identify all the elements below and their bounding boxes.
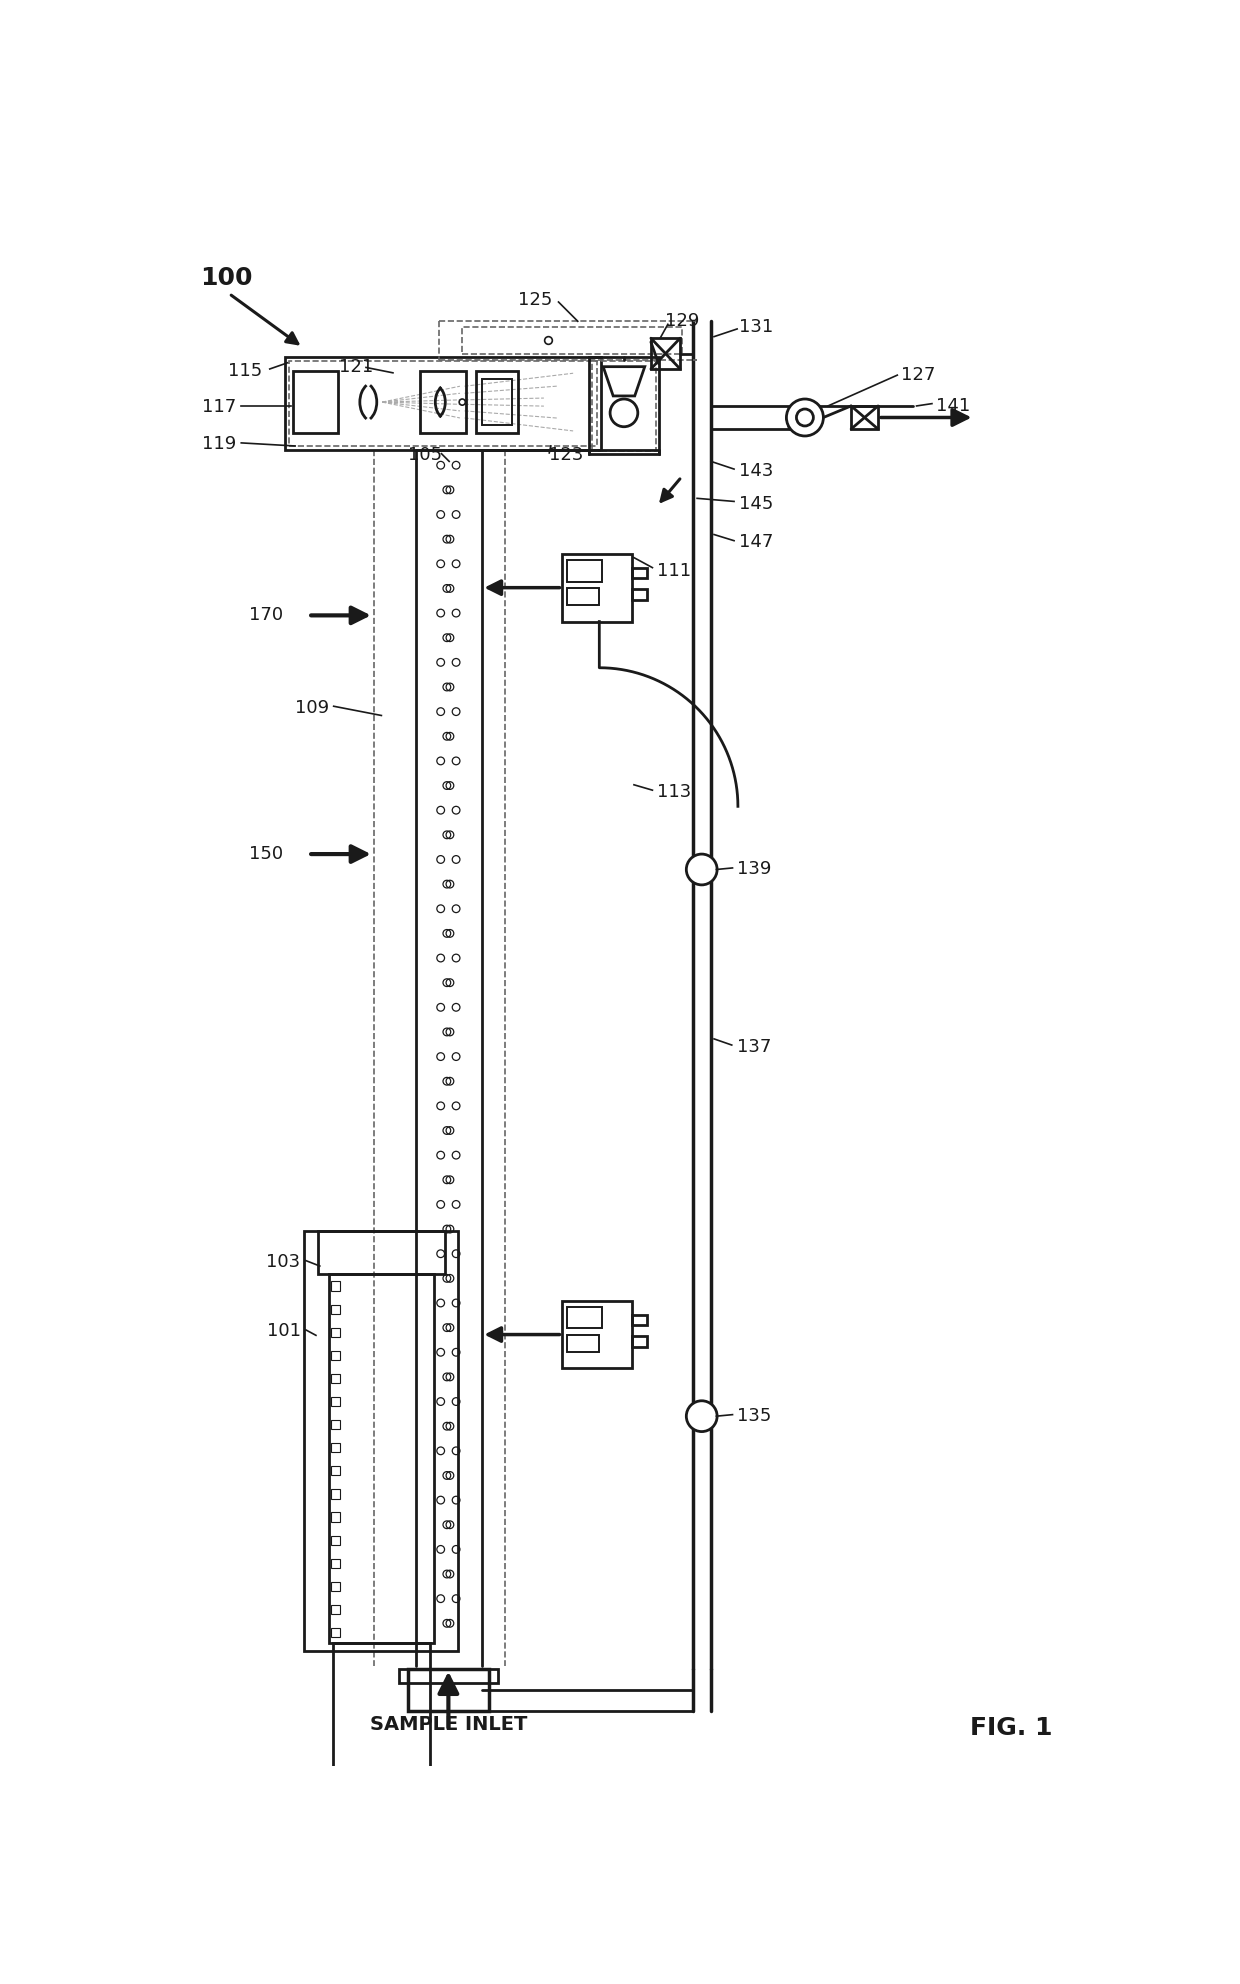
Text: 109: 109 bbox=[295, 698, 329, 716]
Text: 141: 141 bbox=[936, 397, 970, 415]
Bar bbox=[593, 361, 656, 450]
Bar bbox=[331, 1605, 340, 1615]
Bar bbox=[331, 1421, 340, 1428]
Bar bbox=[331, 1559, 340, 1567]
Bar bbox=[331, 1466, 340, 1476]
Text: 115: 115 bbox=[228, 361, 262, 379]
Bar bbox=[331, 1397, 340, 1407]
Bar bbox=[567, 1307, 601, 1329]
Bar bbox=[563, 1302, 631, 1369]
Text: 103: 103 bbox=[267, 1254, 300, 1272]
Text: 113: 113 bbox=[657, 784, 692, 802]
Bar bbox=[567, 1335, 599, 1351]
Text: 143: 143 bbox=[739, 462, 774, 480]
Bar bbox=[331, 1305, 340, 1313]
Bar bbox=[463, 327, 682, 353]
Text: 131: 131 bbox=[739, 317, 774, 335]
Bar bbox=[567, 559, 601, 581]
Bar bbox=[331, 1629, 340, 1637]
Circle shape bbox=[796, 409, 813, 427]
Circle shape bbox=[686, 853, 717, 885]
Bar bbox=[631, 589, 647, 599]
Text: 100: 100 bbox=[201, 266, 253, 290]
Bar bbox=[331, 1282, 340, 1292]
Text: 111: 111 bbox=[657, 561, 691, 579]
Bar bbox=[482, 379, 512, 425]
Circle shape bbox=[786, 399, 823, 436]
Bar bbox=[408, 1669, 490, 1710]
Text: 170: 170 bbox=[249, 607, 283, 625]
Bar bbox=[851, 407, 878, 429]
Bar bbox=[399, 1669, 498, 1682]
Bar bbox=[631, 1335, 647, 1347]
Bar bbox=[304, 1232, 459, 1651]
Text: 119: 119 bbox=[202, 434, 237, 454]
Bar bbox=[563, 554, 631, 621]
Bar bbox=[331, 1351, 340, 1359]
Circle shape bbox=[544, 337, 552, 345]
Text: 147: 147 bbox=[739, 534, 774, 552]
Bar bbox=[420, 371, 466, 433]
Bar bbox=[331, 1327, 340, 1337]
Bar bbox=[331, 1581, 340, 1591]
Bar bbox=[329, 1274, 434, 1643]
Text: 117: 117 bbox=[202, 399, 237, 417]
Circle shape bbox=[459, 399, 465, 405]
Text: 105: 105 bbox=[408, 446, 443, 464]
Bar bbox=[293, 371, 337, 433]
Bar bbox=[285, 357, 601, 450]
Bar bbox=[631, 1315, 647, 1325]
Bar bbox=[567, 587, 599, 605]
Bar bbox=[331, 1442, 340, 1452]
Text: SAMPLE INLET: SAMPLE INLET bbox=[370, 1714, 527, 1734]
Circle shape bbox=[686, 1401, 717, 1432]
Bar bbox=[476, 371, 518, 433]
Text: 127: 127 bbox=[901, 367, 935, 385]
Bar bbox=[331, 1536, 340, 1546]
Bar bbox=[331, 1512, 340, 1522]
Bar bbox=[631, 567, 647, 579]
Circle shape bbox=[610, 399, 637, 427]
Text: 139: 139 bbox=[737, 861, 771, 879]
Text: 135: 135 bbox=[737, 1407, 771, 1425]
Text: 125: 125 bbox=[518, 292, 553, 310]
Text: 121: 121 bbox=[339, 359, 373, 377]
Text: 145: 145 bbox=[739, 494, 774, 512]
Bar bbox=[289, 361, 596, 446]
Bar bbox=[589, 357, 658, 454]
Bar bbox=[332, 1643, 430, 1798]
Text: 129: 129 bbox=[665, 311, 699, 329]
Text: 101: 101 bbox=[267, 1323, 300, 1341]
Text: 150: 150 bbox=[249, 845, 283, 863]
Bar bbox=[651, 337, 681, 369]
Text: 137: 137 bbox=[737, 1038, 771, 1055]
Bar bbox=[319, 1232, 445, 1274]
Text: 123: 123 bbox=[549, 446, 584, 464]
Bar bbox=[331, 1490, 340, 1498]
Bar bbox=[331, 1373, 340, 1383]
Text: FIG. 1: FIG. 1 bbox=[971, 1716, 1053, 1740]
